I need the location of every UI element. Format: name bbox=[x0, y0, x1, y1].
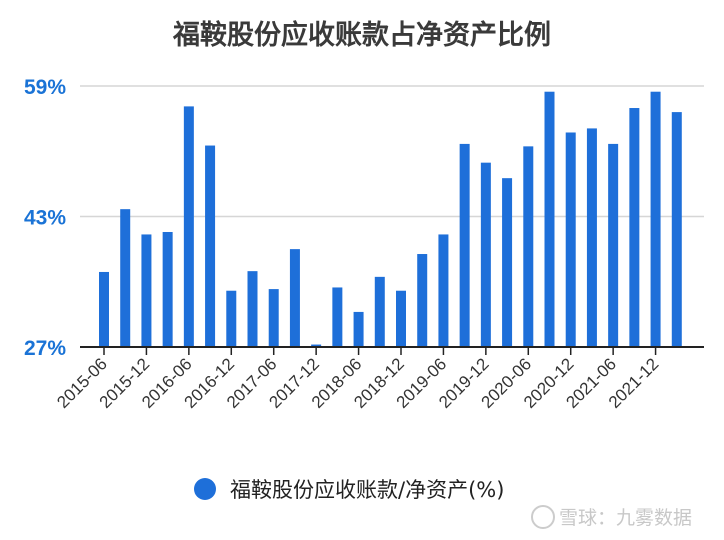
legend-marker bbox=[194, 478, 216, 500]
legend-label: 福鞍股份应收账款/净资产(%) bbox=[230, 478, 504, 502]
chart-title: 福鞍股份应收账款占净资产比例 bbox=[172, 19, 551, 51]
bar bbox=[417, 254, 428, 347]
bar bbox=[586, 128, 597, 347]
bar bbox=[353, 311, 364, 347]
watermark: 雪球：九雾数据 bbox=[531, 505, 692, 529]
bar bbox=[247, 271, 258, 347]
bar bbox=[565, 132, 576, 347]
y-tick-label: 59% bbox=[24, 76, 66, 99]
bar bbox=[141, 234, 152, 347]
watermark-text: 雪球：九雾数据 bbox=[559, 507, 692, 529]
y-tick-label: 27% bbox=[24, 337, 66, 360]
bar bbox=[183, 106, 194, 347]
bar bbox=[289, 249, 300, 347]
y-axis: 27% 43% 59% bbox=[24, 76, 66, 360]
bar bbox=[608, 143, 619, 347]
bar bbox=[226, 290, 237, 347]
bar bbox=[332, 287, 343, 347]
bar bbox=[396, 290, 406, 347]
bar bbox=[162, 231, 173, 347]
bar bbox=[650, 91, 661, 347]
bar bbox=[311, 344, 322, 347]
bar bbox=[629, 108, 640, 347]
bar bbox=[120, 209, 131, 347]
bar bbox=[459, 143, 470, 347]
y-tick-label: 43% bbox=[24, 207, 66, 230]
legend: 福鞍股份应收账款/净资产(%) bbox=[194, 478, 504, 502]
snowball-logo-icon bbox=[531, 505, 555, 529]
x-axis: 2015-062015-122016-062016-122017-062017-… bbox=[53, 347, 662, 412]
bar bbox=[268, 289, 279, 347]
bar bbox=[374, 276, 385, 347]
bar bbox=[502, 178, 513, 347]
bar bbox=[523, 146, 534, 347]
bar bbox=[671, 112, 682, 347]
bar bbox=[438, 234, 449, 347]
bar bbox=[544, 91, 555, 347]
bar bbox=[205, 145, 216, 347]
bar bbox=[99, 271, 109, 347]
bar bbox=[480, 162, 491, 347]
bars bbox=[99, 91, 682, 347]
